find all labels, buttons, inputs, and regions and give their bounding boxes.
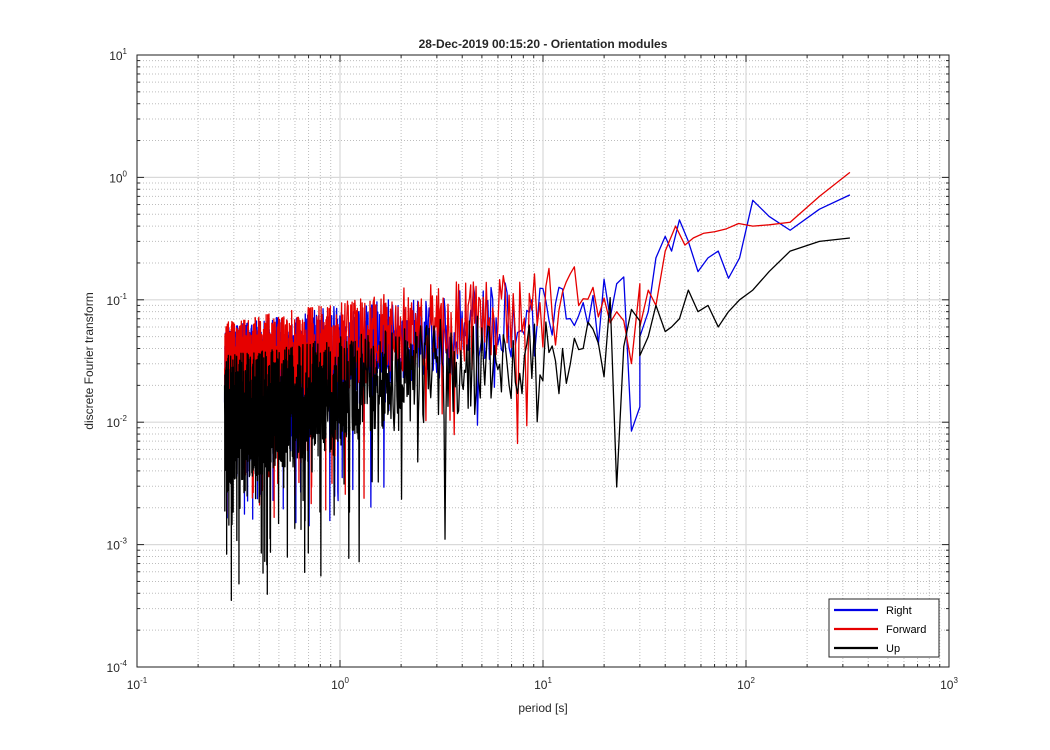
y-tick-label: 101 — [109, 47, 127, 63]
x-tick-label: 101 — [534, 676, 552, 692]
y-tick-label: 10-2 — [107, 414, 128, 430]
legend-label-forward: Forward — [886, 624, 926, 636]
legend: Right Forward Up — [828, 598, 940, 658]
y-tick-label: 10-3 — [107, 537, 128, 553]
x-tick-label: 100 — [331, 676, 349, 692]
x-tick-labels: 10-1 100 101 102 103 — [127, 676, 959, 692]
tick-marks — [136, 54, 950, 668]
series-line-up — [223, 237, 850, 601]
chart-title: 28-Dec-2019 00:15:20 - Orientation modul… — [419, 37, 668, 51]
x-tick-label: 102 — [737, 676, 755, 692]
y-tick-label: 10-1 — [107, 292, 128, 308]
x-tick-label: 103 — [940, 676, 958, 692]
legend-label-right: Right — [886, 605, 912, 617]
legend-label-up: Up — [886, 643, 900, 655]
y-axis-label: discrete Fourier transform — [82, 292, 96, 429]
y-tick-label: 10-4 — [107, 659, 128, 675]
series-layer — [223, 171, 851, 601]
y-tick-labels: 10-4 10-3 10-2 10-1 100 101 — [107, 47, 128, 675]
x-tick-label: 10-1 — [127, 676, 148, 692]
x-axis-label: period [s] — [518, 701, 567, 715]
y-tick-label: 100 — [109, 169, 127, 185]
